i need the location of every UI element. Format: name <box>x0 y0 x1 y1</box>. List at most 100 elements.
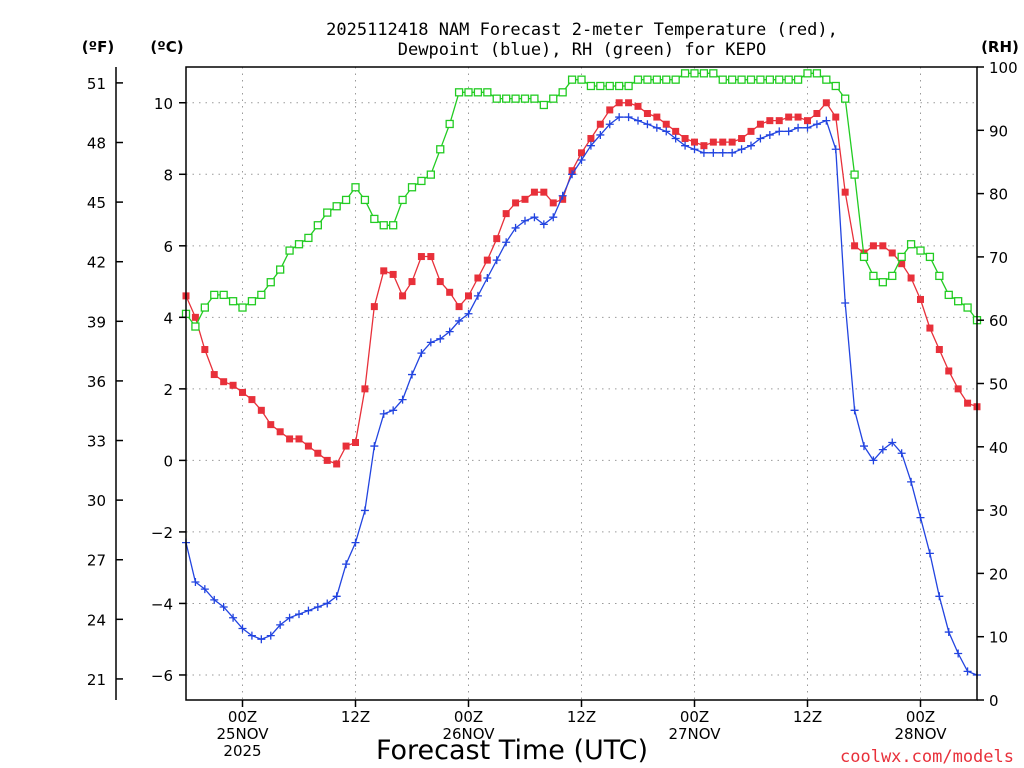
temperature-point <box>907 274 915 282</box>
celsius-tick-label: −6 <box>151 667 173 685</box>
rh-point <box>276 265 285 274</box>
temperature-point <box>512 199 520 207</box>
rh-point <box>831 81 840 91</box>
temperature-point <box>267 421 275 429</box>
fahrenheit-tick-label: 42 <box>87 254 106 272</box>
temperature-point <box>822 99 830 107</box>
x-tick-label: 26NOV <box>442 725 495 743</box>
fahrenheit-tick-label: 48 <box>87 134 106 152</box>
temperature-point <box>446 288 454 296</box>
axes: −6−4−20246810212427303336394245485101020… <box>87 59 1018 760</box>
rh-point <box>257 290 266 300</box>
temperature-point <box>436 278 444 286</box>
dewpoint-point <box>709 148 718 157</box>
temperature-point <box>333 460 341 468</box>
fahrenheit-tick-label: 39 <box>87 313 106 331</box>
temperature-point <box>493 235 501 243</box>
temperature-point <box>917 295 924 303</box>
temperature-point <box>314 449 322 457</box>
dewpoint-point <box>784 127 793 136</box>
rh-point <box>567 75 577 84</box>
rh-point <box>841 94 850 103</box>
dewpoint-point <box>521 216 529 225</box>
temperature-point <box>785 113 793 121</box>
rh-point <box>577 75 586 84</box>
temperature-point <box>935 346 943 354</box>
temperature-point <box>408 278 416 286</box>
dewpoint-series <box>182 113 981 679</box>
dewpoint-point <box>822 116 831 125</box>
rh-point <box>850 170 859 179</box>
celsius-tick-label: 0 <box>163 452 173 470</box>
dewpoint-point <box>624 113 633 122</box>
temperature-point <box>898 260 906 268</box>
temperature-point <box>738 135 746 143</box>
temperature-point <box>549 199 557 207</box>
x-tick-label: 00Z <box>906 708 935 726</box>
dewpoint-point <box>568 170 577 179</box>
rh-point <box>728 75 737 84</box>
temperature-point <box>728 138 736 146</box>
rh-tick-label: 100 <box>989 59 1018 77</box>
dewpoint-point <box>718 148 727 157</box>
celsius-tick-label: −2 <box>151 524 173 542</box>
x-tick-label: 12Z <box>341 708 370 726</box>
rh-point <box>191 322 200 331</box>
dewpoint-point <box>728 148 737 157</box>
dewpoint-point <box>878 445 887 454</box>
temperature-point <box>643 109 651 117</box>
rh-point <box>511 94 520 103</box>
temperature-point <box>813 109 821 117</box>
rh-point <box>699 69 709 78</box>
dewpoint-point <box>850 406 859 415</box>
dewpoint-point <box>897 449 906 458</box>
dewpoint-point <box>266 631 275 640</box>
rh-point <box>539 100 548 110</box>
dewpoint-point <box>888 438 897 447</box>
celsius-tick-label: 8 <box>163 166 173 184</box>
dewpoint-point <box>681 141 690 150</box>
rh-tick-label: 90 <box>989 122 1008 140</box>
rh-tick-label: 20 <box>989 565 1008 583</box>
dewpoint-point <box>295 610 303 619</box>
rh-point <box>285 246 294 255</box>
dewpoint-point <box>332 592 341 601</box>
rh-point <box>897 252 906 262</box>
rh-tick-label: 50 <box>989 376 1008 394</box>
dewpoint-point <box>229 613 238 622</box>
dewpoint-point <box>455 316 464 325</box>
dewpoint-point <box>304 606 313 615</box>
temperature-point <box>521 195 529 203</box>
temperature-point <box>191 313 199 321</box>
temperature-point <box>530 188 538 196</box>
fahrenheit-tick-label: 36 <box>87 373 106 391</box>
temperature-point <box>201 346 209 354</box>
rh-point <box>944 290 953 300</box>
dewpoint-point <box>634 116 642 125</box>
dewpoint-point <box>219 603 228 612</box>
rh-point <box>436 145 445 154</box>
dewpoint-point <box>210 595 219 604</box>
temperature-point <box>681 135 689 143</box>
chart-title: 2025112418 NAM Forecast 2-meter Temperat… <box>326 20 838 40</box>
rh-point <box>398 195 407 205</box>
temperature-point <box>540 188 548 196</box>
temperature-point <box>888 249 896 257</box>
temperature-point <box>879 242 887 250</box>
rh-point <box>935 271 944 281</box>
dewpoint-point <box>586 141 595 150</box>
rh-point <box>370 214 379 224</box>
rh-point <box>323 208 332 217</box>
temperature-point <box>832 113 840 121</box>
fahrenheit-tick-label: 24 <box>87 611 106 629</box>
temperature-point <box>606 106 614 114</box>
temperature-point <box>945 367 953 375</box>
rh-point <box>784 75 793 84</box>
temperature-point <box>342 442 350 450</box>
dewpoint-point <box>351 538 360 547</box>
dewpoint-point <box>549 213 558 222</box>
temperature-point <box>323 456 331 464</box>
dewpoint-point <box>313 603 322 612</box>
temperature-point <box>257 406 265 414</box>
temperature-point <box>662 120 670 128</box>
